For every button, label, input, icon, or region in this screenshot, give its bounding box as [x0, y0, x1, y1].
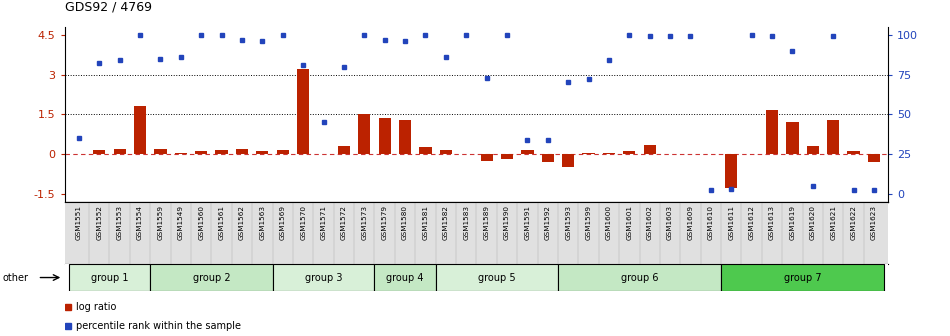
Text: GSM1579: GSM1579	[382, 205, 388, 240]
Text: GSM1613: GSM1613	[770, 205, 775, 240]
Bar	[419, 147, 431, 154]
Text: GSM1620: GSM1620	[809, 205, 816, 240]
Text: GSM1601: GSM1601	[626, 205, 633, 240]
Text: GSM1592: GSM1592	[544, 205, 551, 240]
Text: GSM1602: GSM1602	[647, 205, 653, 240]
Text: GSM1549: GSM1549	[178, 205, 183, 240]
Bar	[358, 114, 370, 154]
Bar	[93, 150, 105, 154]
Bar	[374, 264, 436, 291]
Bar	[542, 154, 554, 162]
Bar	[256, 151, 269, 154]
Bar	[721, 264, 884, 291]
Text: GSM1554: GSM1554	[137, 205, 143, 240]
Bar	[378, 118, 390, 154]
Bar	[766, 110, 778, 154]
Text: GSM1552: GSM1552	[96, 205, 103, 240]
Text: GSM1560: GSM1560	[199, 205, 204, 240]
Text: GSM1599: GSM1599	[585, 205, 592, 240]
Bar	[150, 264, 273, 291]
Bar	[195, 151, 207, 154]
Text: GSM1580: GSM1580	[402, 205, 408, 240]
Text: GSM1619: GSM1619	[789, 205, 795, 240]
Text: GSM1600: GSM1600	[606, 205, 612, 240]
Text: GSM1591: GSM1591	[524, 205, 530, 240]
Bar	[338, 146, 350, 154]
Bar	[481, 154, 493, 161]
Bar	[847, 151, 860, 154]
Text: group 6: group 6	[620, 272, 658, 283]
Bar	[603, 153, 615, 154]
Text: GSM1603: GSM1603	[667, 205, 674, 240]
Bar	[436, 264, 558, 291]
Text: GSM1612: GSM1612	[749, 205, 754, 240]
Text: GSM1621: GSM1621	[830, 205, 836, 240]
Text: GSM1590: GSM1590	[504, 205, 510, 240]
Text: GSM1583: GSM1583	[464, 205, 469, 240]
Bar	[440, 150, 452, 154]
Text: GSM1609: GSM1609	[688, 205, 694, 240]
Text: GSM1581: GSM1581	[423, 205, 428, 240]
Text: GSM1569: GSM1569	[279, 205, 286, 240]
Text: log ratio: log ratio	[76, 302, 117, 312]
Bar	[522, 150, 534, 154]
Bar	[154, 149, 166, 154]
Text: other: other	[3, 272, 28, 283]
Text: GSM1553: GSM1553	[117, 205, 123, 240]
Text: GSM1582: GSM1582	[443, 205, 448, 240]
Bar	[134, 106, 146, 154]
Bar	[276, 150, 289, 154]
Bar	[725, 154, 737, 188]
Text: GSM1589: GSM1589	[484, 205, 489, 240]
Text: GSM1559: GSM1559	[158, 205, 163, 240]
Bar	[501, 154, 513, 159]
Bar	[68, 264, 150, 291]
Bar	[582, 153, 595, 154]
Text: GSM1571: GSM1571	[320, 205, 327, 240]
Text: group 3: group 3	[305, 272, 342, 283]
Text: GSM1551: GSM1551	[76, 205, 82, 240]
Text: group 4: group 4	[387, 272, 424, 283]
Text: group 7: group 7	[784, 272, 822, 283]
Bar	[297, 69, 310, 154]
Bar	[558, 264, 721, 291]
Bar	[868, 154, 880, 162]
Text: group 2: group 2	[193, 272, 230, 283]
Bar	[216, 150, 228, 154]
Text: GSM1562: GSM1562	[239, 205, 245, 240]
Text: GSM1611: GSM1611	[729, 205, 734, 240]
Text: group 5: group 5	[478, 272, 516, 283]
Text: GSM1563: GSM1563	[259, 205, 265, 240]
Bar	[562, 154, 575, 167]
Text: GSM1573: GSM1573	[361, 205, 368, 240]
Bar	[114, 149, 125, 154]
Bar	[175, 153, 187, 154]
Bar	[273, 264, 374, 291]
Text: GSM1570: GSM1570	[300, 205, 306, 240]
Text: GSM1572: GSM1572	[341, 205, 347, 240]
Text: GDS92 / 4769: GDS92 / 4769	[65, 0, 152, 13]
Text: percentile rank within the sample: percentile rank within the sample	[76, 321, 241, 331]
Text: GSM1561: GSM1561	[218, 205, 224, 240]
Bar	[827, 120, 839, 154]
Bar	[643, 145, 656, 154]
Text: GSM1593: GSM1593	[565, 205, 571, 240]
Text: GSM1622: GSM1622	[850, 205, 857, 240]
Bar	[236, 149, 248, 154]
Bar	[787, 122, 799, 154]
Bar	[623, 151, 636, 154]
Text: group 1: group 1	[90, 272, 128, 283]
Bar	[807, 146, 819, 154]
Text: GSM1610: GSM1610	[708, 205, 713, 240]
Bar	[399, 120, 411, 154]
Text: GSM1623: GSM1623	[871, 205, 877, 240]
